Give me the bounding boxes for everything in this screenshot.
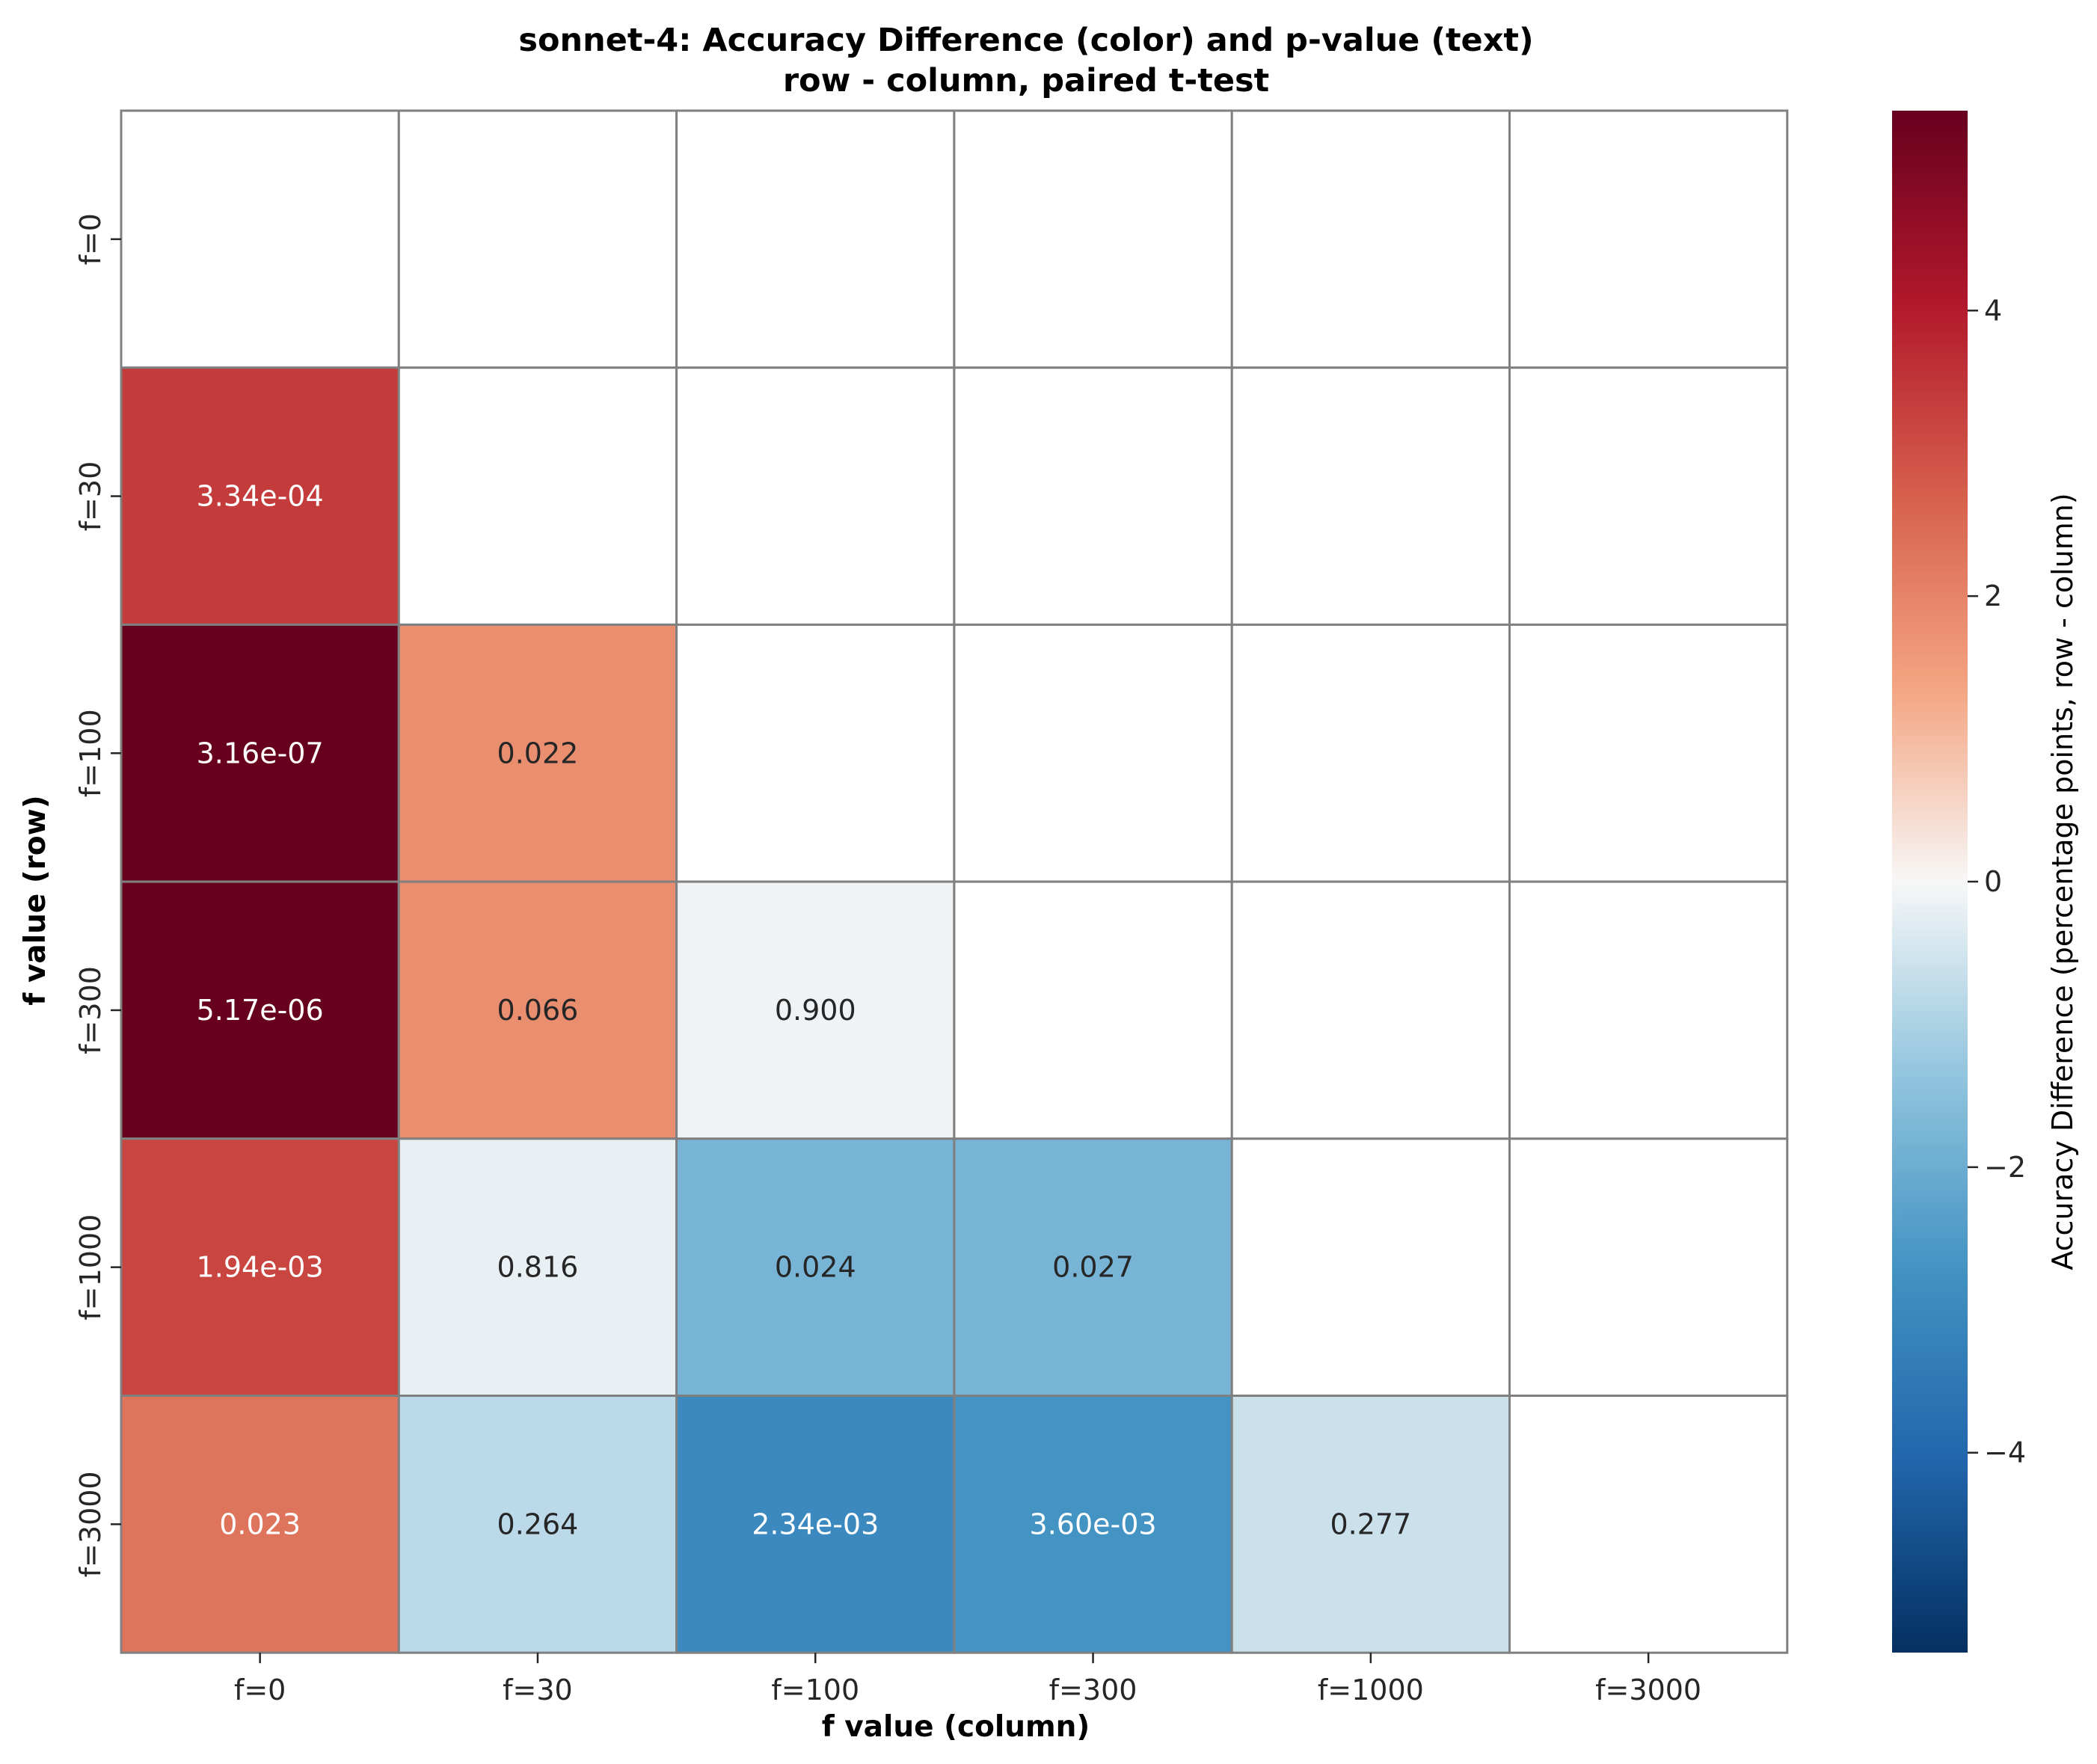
cell-p-value-label: 2.34e-03: [752, 1508, 879, 1540]
x-tick-label: f=300: [1049, 1674, 1137, 1706]
heatmap-cell-empty: [1508, 623, 1789, 883]
chart-title-line-2: row - column, paired t-test: [783, 62, 1269, 99]
heatmap-cell-empty: [397, 366, 678, 626]
y-axis-label: f value (row): [19, 795, 52, 1005]
colorbar-ticks: 4 2 0 −2 −4: [1968, 294, 2026, 1469]
heatmap-cell-empty: [1508, 1137, 1789, 1398]
heatmap-cell-empty: [1508, 109, 1789, 369]
heatmap-cell-empty: [675, 366, 956, 626]
heatmap-cell-empty: [1230, 109, 1511, 369]
y-tick-label: f=100: [74, 709, 107, 797]
y-tick-label: f=30: [74, 461, 107, 532]
heatmap-cell: [397, 880, 678, 1140]
heatmap-cell: [120, 366, 400, 626]
y-tick-label: f=300: [74, 966, 107, 1054]
x-tick-label: f=30: [503, 1674, 573, 1706]
colorbar-tick-label: 0: [1984, 865, 2002, 898]
heatmap-cell-empty: [675, 623, 956, 883]
cell-p-value-label: 3.16e-07: [197, 737, 324, 769]
heatmap-cell: [675, 1395, 956, 1654]
colorbar-tick-label: −4: [1984, 1436, 2026, 1469]
heatmap-cell: [1230, 1395, 1511, 1654]
heatmap-cell-empty: [675, 109, 956, 369]
heatmap-cell-empty: [120, 109, 400, 369]
heatmap-cell-empty: [953, 109, 1233, 369]
heatmap-cell-empty: [953, 880, 1233, 1140]
x-tick-label: f=1000: [1318, 1674, 1424, 1706]
cell-p-value-label: 0.277: [1330, 1508, 1411, 1540]
x-axis-ticks: f=0 f=30 f=100 f=300 f=1000 f=3000: [234, 1653, 1701, 1706]
heatmap-cell: [675, 880, 956, 1140]
cell-p-value-label: 1.94e-03: [197, 1251, 324, 1284]
cell-p-value-label: 0.024: [775, 1251, 856, 1284]
heatmap-cell-empty: [1230, 366, 1511, 626]
heatmap-cell-empty: [953, 366, 1233, 626]
heatmap-cell-empty: [1230, 623, 1511, 883]
heatmap-cell: [953, 1137, 1233, 1398]
cell-p-value-label: 0.023: [219, 1508, 301, 1540]
colorbar-label: Accuracy Difference (percentage points, …: [2046, 493, 2079, 1270]
heatmap-cell-empty: [1230, 880, 1511, 1140]
chart-title-line-1: sonnet-4: Accuracy Difference (color) an…: [518, 22, 1533, 59]
y-axis-ticks: f=0 f=30 f=100 f=300 f=1000 f=3000: [74, 213, 121, 1577]
heatmap-cell: [397, 1395, 678, 1654]
x-axis-label: f value (column): [822, 1710, 1090, 1744]
cell-p-value-label: 3.34e-04: [197, 480, 324, 513]
cell-p-value-label: 0.264: [497, 1508, 579, 1540]
colorbar-tick-label: 2: [1984, 580, 2002, 612]
x-tick-label: f=100: [771, 1674, 859, 1706]
cell-p-value-label: 5.17e-06: [197, 994, 324, 1027]
y-tick-label: f=3000: [74, 1471, 107, 1577]
heatmap-cell-empty: [397, 109, 678, 369]
heatmap-cell: [397, 1137, 678, 1398]
heatmap-cell-empty: [1508, 366, 1789, 626]
heatmap-cell-empty: [953, 623, 1233, 883]
y-tick-label: f=0: [74, 213, 107, 265]
heatmap-cell: [120, 880, 400, 1140]
colorbar-tick-label: 4: [1984, 294, 2002, 327]
heatmap-cell-empty: [1508, 880, 1789, 1140]
heatmap-cells: 3.34e-04 3.16e-07 0.022 5.17e-06 0.066 0.900 1…: [120, 109, 1789, 1654]
heatmap-cell: [397, 623, 678, 883]
cell-p-value-label: 0.066: [497, 994, 579, 1027]
cell-p-value-label: 3.60e-03: [1030, 1508, 1157, 1540]
colorbar: [1892, 111, 1968, 1653]
cell-p-value-label: 0.816: [497, 1251, 579, 1284]
heatmap-cell-empty: [1508, 1395, 1789, 1654]
heatmap-cell: [120, 623, 400, 883]
heatmap-cell-empty: [1230, 1137, 1511, 1398]
y-tick-label: f=1000: [74, 1214, 107, 1321]
heatmap-cell: [953, 1395, 1233, 1654]
cell-p-value-label: 0.027: [1052, 1251, 1134, 1284]
cell-p-value-label: 0.022: [497, 737, 579, 769]
colorbar-tick-label: −2: [1984, 1151, 2026, 1184]
x-tick-label: f=3000: [1595, 1674, 1701, 1706]
cell-p-value-label: 0.900: [775, 994, 856, 1027]
x-tick-label: f=0: [234, 1674, 286, 1706]
